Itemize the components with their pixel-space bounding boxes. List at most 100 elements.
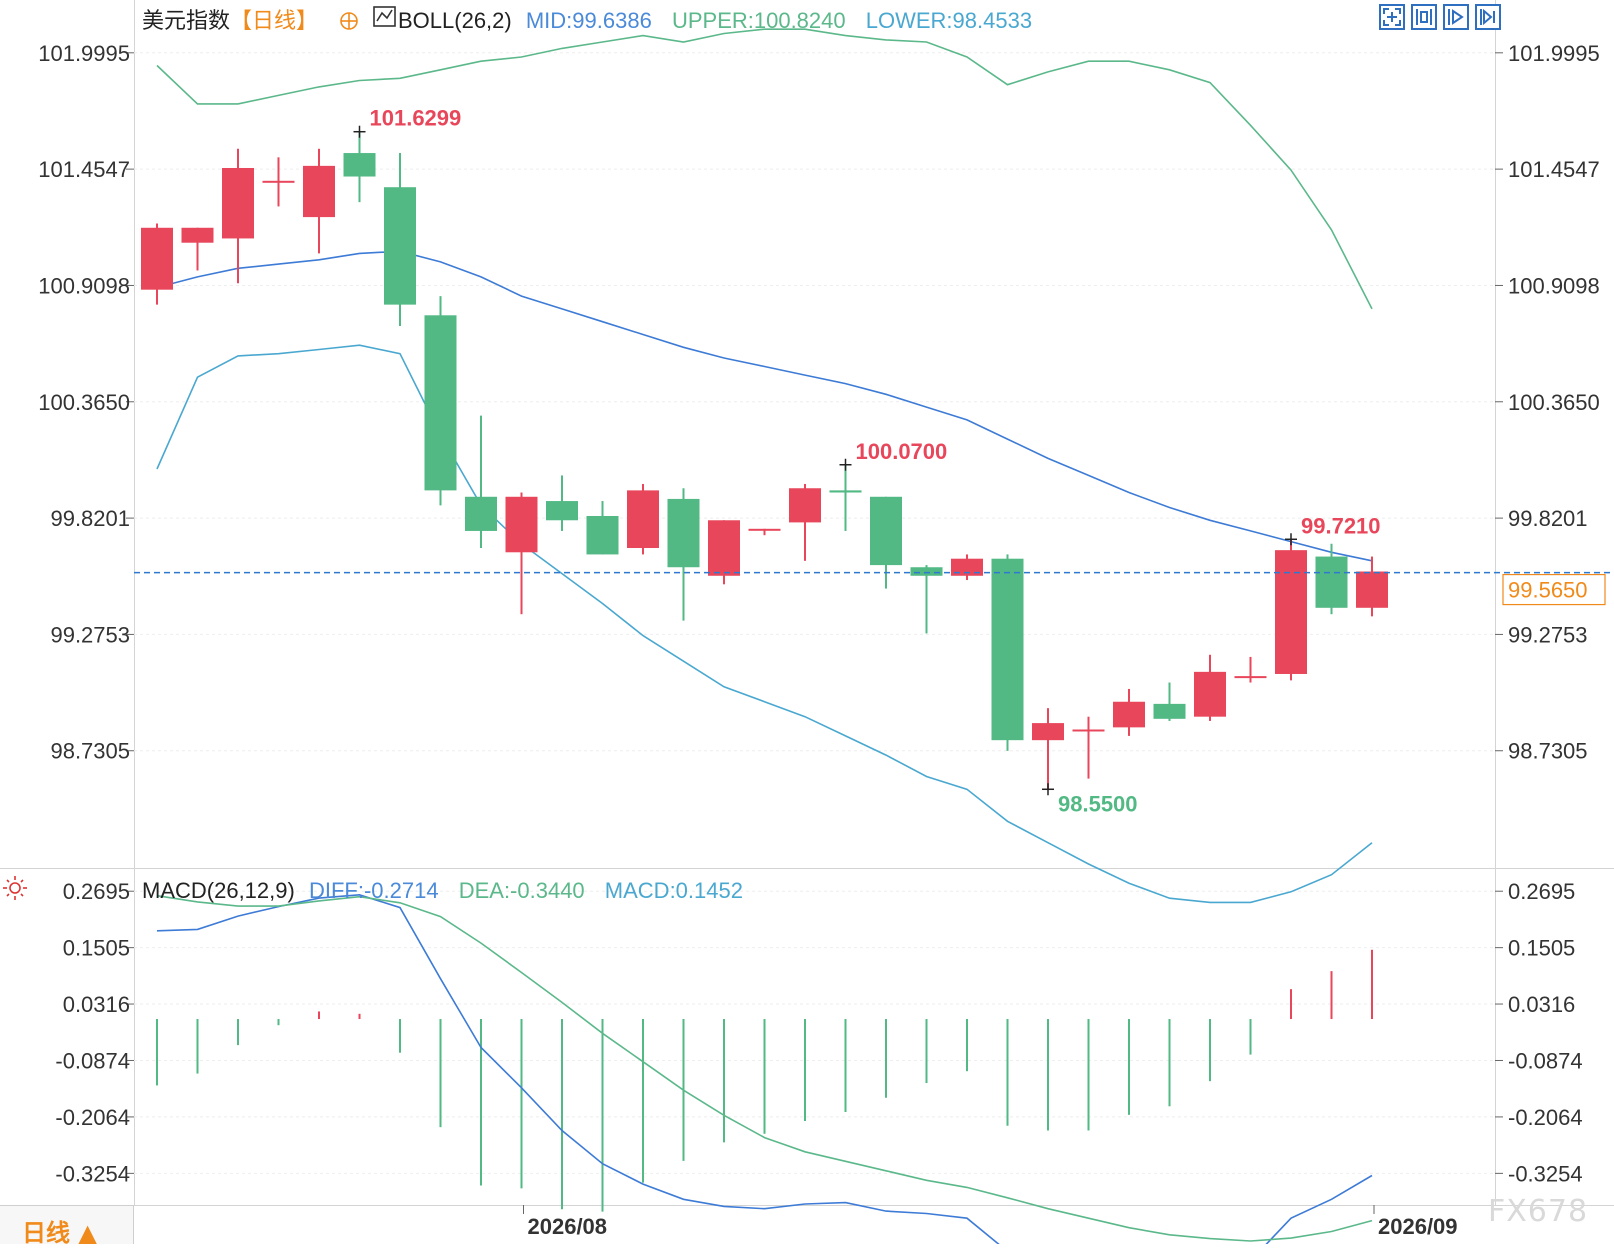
candle-body [870,497,902,565]
candle[interactable] [263,157,295,206]
candle-body [303,166,335,217]
indicator-chart-icon[interactable] [374,7,395,26]
candle-body [384,187,416,304]
candle[interactable] [627,484,659,554]
price-axis-right: 101.9995101.4547100.9098100.365099.82019… [1495,41,1600,764]
candle[interactable] [749,529,781,535]
candle[interactable] [951,554,983,580]
macd-settings-icon[interactable] [3,876,27,900]
zoom-in-icon [1415,8,1433,26]
candle[interactable] [668,488,700,620]
candle-body [344,153,376,176]
candle-body [506,497,538,553]
macd-tick-label: -0.0874 [55,1048,130,1073]
boll-indicator-name[interactable]: BOLL(26,2) [398,8,512,33]
candle-body [1154,704,1186,719]
annotation-label: 100.0700 [856,439,948,464]
play-button[interactable] [1443,4,1469,30]
annotation-label: 98.5500 [1058,791,1138,816]
candle[interactable] [789,484,821,561]
candle[interactable] [344,132,376,202]
macd-tick-label: 0.0316 [63,992,130,1017]
price-tick-label: 101.9995 [38,41,130,66]
candle-body [1073,729,1105,731]
candle-body [708,520,740,576]
candle[interactable] [587,501,619,554]
step-forward-icon [1479,8,1497,26]
legend-macd: MACD(26,12,9) DIFF:-0.2714 DEA:-0.3440 M… [142,878,743,903]
candle[interactable] [1356,557,1388,617]
candle[interactable] [1073,717,1105,779]
candle-body [830,490,862,492]
fullscreen-button[interactable] [1379,4,1405,30]
candle-body [141,228,173,290]
candle[interactable] [425,296,457,505]
candle[interactable] [992,554,1024,750]
annotation-label: 101.6299 [370,106,462,131]
candle-body [911,567,943,576]
price-tick-label: 99.2753 [50,622,130,647]
macd-tick-label: -0.3254 [1508,1161,1583,1186]
zoom-in-button[interactable] [1411,4,1437,30]
candle[interactable] [465,416,497,548]
candle[interactable] [708,520,740,584]
candle[interactable] [911,565,943,633]
macd-tick-label: 0.0316 [1508,992,1575,1017]
candle[interactable] [546,475,578,531]
candle[interactable] [1154,683,1186,721]
candle[interactable] [1032,708,1064,789]
candle[interactable] [1194,655,1226,721]
legend-boll: BOLL(26,2) MID:99.6386 UPPER:100.8240 LO… [398,8,1032,33]
candle[interactable] [1113,689,1145,736]
instrument-name: 美元指数 [142,9,230,34]
candle[interactable] [830,465,862,531]
price-tick-label: 99.2753 [1508,622,1588,647]
step-forward-button[interactable] [1475,4,1501,30]
candle[interactable] [506,493,538,615]
period-label[interactable]: 【日线】 [230,9,318,34]
candle-body [789,488,821,522]
add-indicator-icon[interactable] [341,13,357,29]
candle[interactable] [222,149,254,284]
period-selector-tab[interactable]: 日线 ▲ [0,1205,134,1244]
boll-lower-line [157,345,1372,902]
last-price-label: 99.5650 [1508,578,1588,603]
price-tick-label: 101.9995 [1508,41,1600,66]
price-tick-label: 101.4547 [1508,157,1600,182]
macd-dea-value: DEA:-0.3440 [459,878,585,903]
boll-upper-value: UPPER:100.8240 [672,8,846,33]
candle[interactable] [141,224,173,305]
x-tick-label: 2026/09 [1378,1214,1458,1239]
price-tick-label: 100.3650 [38,390,130,415]
legend-main: 美元指数【日线】 [142,9,318,34]
watermark-logo: FX678 [1488,1194,1588,1229]
macd-indicator-name[interactable]: MACD(26,12,9) [142,878,295,903]
candle[interactable] [1275,539,1307,680]
candle-body [182,228,214,243]
candle-body [222,168,254,238]
candle-body [546,501,578,520]
candle[interactable] [384,153,416,326]
macd-gridlines [134,891,1495,1173]
candle[interactable] [1235,657,1267,683]
candle-body [263,181,295,183]
candle[interactable] [303,149,335,254]
candle[interactable] [870,497,902,589]
candle-body [1275,550,1307,674]
candle-body [1316,557,1348,608]
annotation-label: 99.7210 [1301,513,1381,538]
price-tick-label: 100.9098 [1508,273,1600,298]
boll-mid-line [157,251,1372,561]
macd-diff-value: DIFF:-0.2714 [309,878,439,903]
candle-body [668,499,700,567]
candle-body [587,516,619,554]
candlestick-series[interactable] [141,132,1388,790]
candle-body [992,559,1024,740]
candle-body [1032,723,1064,740]
price-tick-label: 99.8201 [50,506,130,531]
candle[interactable] [182,228,214,271]
